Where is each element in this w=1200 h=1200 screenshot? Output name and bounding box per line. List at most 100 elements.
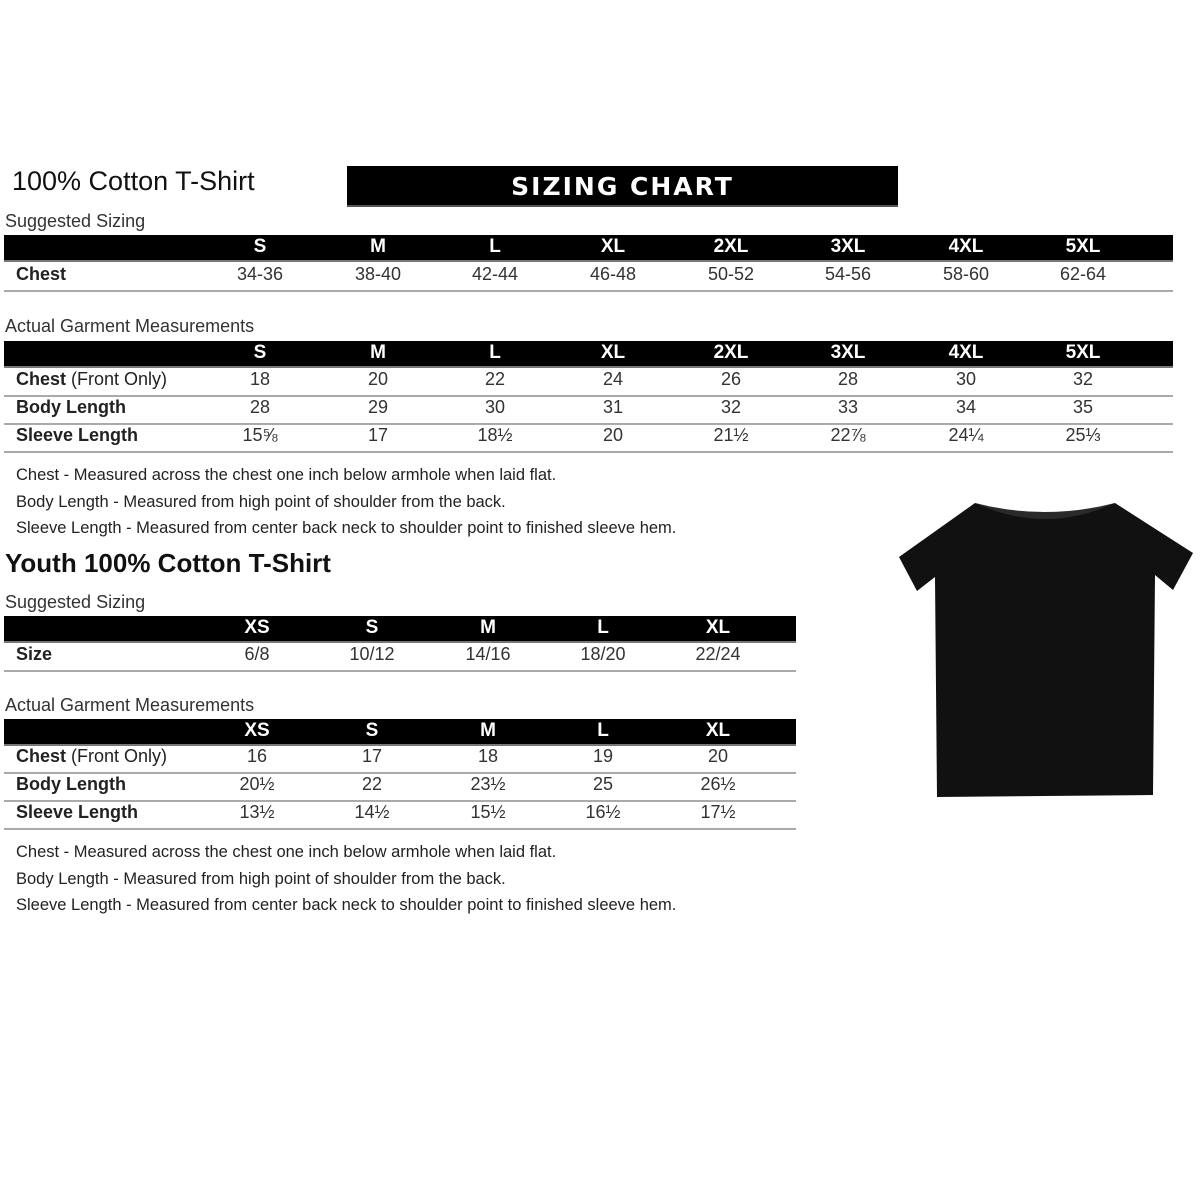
size-header: XL <box>705 720 731 741</box>
size-header: L <box>597 720 609 741</box>
row-label-suffix: (Front Only) <box>71 369 168 389</box>
table-cell: 62-64 <box>1059 264 1107 284</box>
table-cell: 33 <box>837 397 859 417</box>
row-label: Chest (Front Only) <box>16 369 167 390</box>
table-cell: 50-52 <box>707 264 755 284</box>
row-label-text: Body Length <box>16 397 126 417</box>
table-cell: 10/12 <box>349 644 395 664</box>
table-cell: 6/8 <box>244 644 270 664</box>
size-header: L <box>489 342 501 363</box>
size-header: 3XL <box>830 342 866 363</box>
table-cell: 38-40 <box>354 264 402 284</box>
table-cell: 25⅓ <box>1065 425 1101 445</box>
size-header: L <box>597 617 609 638</box>
size-header: M <box>370 236 386 257</box>
youth-note: Body Length - Measured from high point o… <box>16 869 506 888</box>
table-cell: 17 <box>367 425 389 445</box>
table-cell: 20 <box>707 746 729 766</box>
size-header: S <box>365 617 379 638</box>
table-cell: 19 <box>592 746 614 766</box>
table-cell: 31 <box>602 397 624 417</box>
table-cell: 30 <box>955 369 977 389</box>
row-label-text: Sleeve Length <box>16 425 139 445</box>
size-header: 4XL <box>948 236 984 257</box>
row-label: Body Length <box>16 774 126 795</box>
table-cell: 15⅝ <box>242 425 278 445</box>
youth-title: Youth 100% Cotton T-Shirt <box>5 548 331 578</box>
size-header: 5XL <box>1065 342 1101 363</box>
table-cell: 54-56 <box>824 264 872 284</box>
row-label: Chest <box>16 264 66 285</box>
row-label-text: Chest <box>16 264 67 284</box>
size-header: S <box>253 236 267 257</box>
table-row: Chest 34-36 38-40 42-44 46-48 50-52 54-56 58-60… <box>4 262 1173 292</box>
table-cell: 20 <box>602 425 624 445</box>
adult-note: Chest - Measured across the chest one in… <box>16 466 557 484</box>
table-cell: 23½ <box>470 774 506 794</box>
youth-actual-header-bar: XS S M L XL <box>4 719 796 746</box>
size-header: S <box>253 342 267 363</box>
row-label: Sleeve Length <box>16 802 138 823</box>
table-row: Body Length 28 29 30 31 32 33 34 35 <box>4 395 1173 425</box>
table-cell: 34-36 <box>236 264 284 284</box>
table-cell: 46-48 <box>589 264 637 284</box>
table-row: Chest (Front Only) 16 17 18 19 20 <box>4 744 796 774</box>
size-header: S <box>365 720 379 741</box>
table-cell: 29 <box>367 397 389 417</box>
tshirt-icon <box>899 503 1193 797</box>
table-cell: 58-60 <box>942 264 990 284</box>
row-label-text: Size <box>16 644 53 664</box>
table-cell: 32 <box>720 397 742 417</box>
youth-suggested-header-bar: XS S M L XL <box>4 616 796 643</box>
table-cell: 18/20 <box>580 644 626 664</box>
table-cell: 16 <box>246 746 268 766</box>
adult-note: Body Length - Measured from high point o… <box>16 492 506 511</box>
table-row: Sleeve Length 15⅝ 17 18½ 20 21½ 22⅞ 24¼ 25⅓ <box>4 423 1173 453</box>
row-label-text: Sleeve Length <box>16 802 139 822</box>
size-header: 5XL <box>1065 236 1101 257</box>
table-cell: 42-44 <box>471 264 519 284</box>
table-cell: 22/24 <box>695 644 741 664</box>
youth-note: Sleeve Length - Measured from center bac… <box>16 896 677 914</box>
table-cell: 22 <box>361 774 383 794</box>
table-cell: 35 <box>1072 397 1094 417</box>
row-label: Body Length <box>16 397 126 418</box>
table-cell: 26 <box>720 369 742 389</box>
adult-actual-label: Actual Garment Measurements <box>5 316 255 336</box>
table-cell: 21½ <box>713 425 749 445</box>
table-row: Sleeve Length 13½ 14½ 15½ 16½ 17½ <box>4 800 796 830</box>
size-header: 4XL <box>948 342 984 363</box>
table-cell: 14/16 <box>465 644 511 664</box>
sizing-chart-banner: SIZING CHART <box>347 166 898 207</box>
table-cell: 28 <box>837 369 859 389</box>
size-header: 2XL <box>713 236 749 257</box>
table-row: Body Length 20½ 22 23½ 25 26½ <box>4 772 796 802</box>
size-header: 3XL <box>830 236 866 257</box>
table-cell: 18 <box>477 746 499 766</box>
row-label-text: Body Length <box>16 774 126 794</box>
table-row: Chest (Front Only) 18 20 22 24 26 28 30 32 <box>4 367 1173 397</box>
table-cell: 30 <box>484 397 506 417</box>
size-header: L <box>489 236 501 257</box>
youth-actual-label: Actual Garment Measurements <box>5 695 255 715</box>
row-label-suffix: (Front Only) <box>71 746 168 766</box>
table-cell: 17 <box>361 746 383 766</box>
row-label-text: Chest <box>16 746 67 766</box>
table-cell: 13½ <box>239 802 275 822</box>
table-cell: 20 <box>367 369 389 389</box>
adult-note: Sleeve Length - Measured from center bac… <box>16 519 677 537</box>
youth-suggested-label: Suggested Sizing <box>5 592 146 612</box>
adult-title: 100% Cotton T-Shirt <box>12 166 255 196</box>
adult-actual-header-bar: S M L XL 2XL 3XL 4XL 5XL <box>4 341 1173 368</box>
table-cell: 26½ <box>700 774 736 794</box>
size-header: 2XL <box>713 342 749 363</box>
row-label: Sleeve Length <box>16 425 138 446</box>
row-label-text: Chest <box>16 369 67 389</box>
size-header: M <box>370 342 386 363</box>
row-label: Size <box>16 644 52 665</box>
table-cell: 18½ <box>477 425 513 445</box>
row-label: Chest (Front Only) <box>16 746 167 767</box>
table-cell: 20½ <box>239 774 275 794</box>
size-header: XS <box>244 720 270 741</box>
adult-suggested-label: Suggested Sizing <box>5 211 146 231</box>
